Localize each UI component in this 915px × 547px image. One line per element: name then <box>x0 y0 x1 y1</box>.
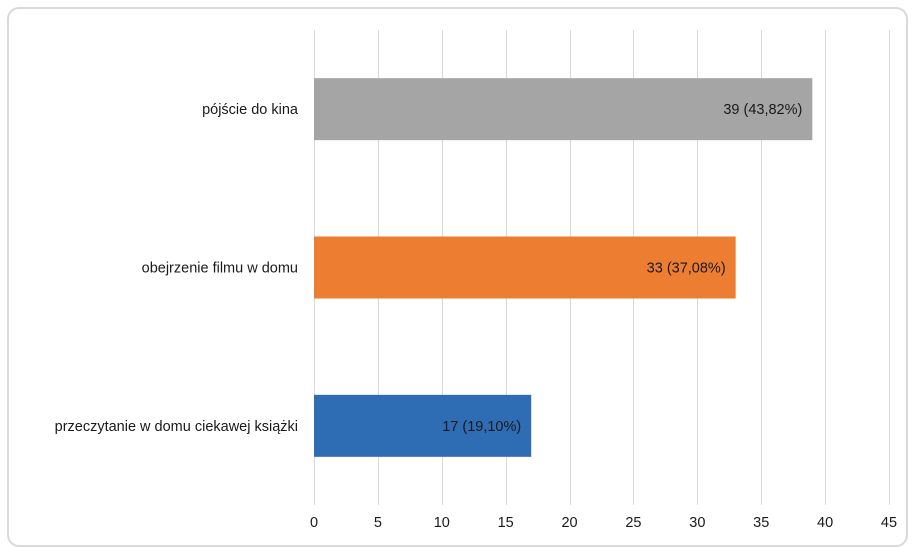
bar-3 <box>314 394 532 457</box>
data-label-1: 39 (43,82%) <box>723 102 802 118</box>
bar-2 <box>314 236 736 299</box>
x-tick-label-15: 15 <box>498 515 514 531</box>
x-tick-label-20: 20 <box>561 515 577 531</box>
category-label-3: przeczytanie w domu ciekawej książki <box>55 419 298 435</box>
x-tick-label-30: 30 <box>689 515 705 531</box>
category-labels: pójście do kina obejrzenie filmu w domu pr… <box>55 102 299 435</box>
x-tick-label-45: 45 <box>881 515 897 531</box>
category-label-2: obejrzenie filmu w domu <box>142 261 298 277</box>
data-label-2: 33 (37,08%) <box>647 261 726 277</box>
x-tick-label-25: 25 <box>625 515 641 531</box>
x-tick-label-5: 5 <box>374 515 382 531</box>
bars: 39 (43,82%) 33 (37,08%) 17 (19,10%) <box>314 78 813 457</box>
x-tick-label-0: 0 <box>310 515 318 531</box>
data-label-3: 17 (19,10%) <box>442 419 521 435</box>
category-label-1: pójście do kina <box>202 102 299 118</box>
bar-1 <box>314 78 813 141</box>
x-axis-tick-labels: 0 5 10 15 20 25 30 35 40 45 <box>310 515 897 531</box>
x-tick-label-10: 10 <box>434 515 450 531</box>
x-tick-label-40: 40 <box>817 515 833 531</box>
x-tick-label-35: 35 <box>753 515 769 531</box>
